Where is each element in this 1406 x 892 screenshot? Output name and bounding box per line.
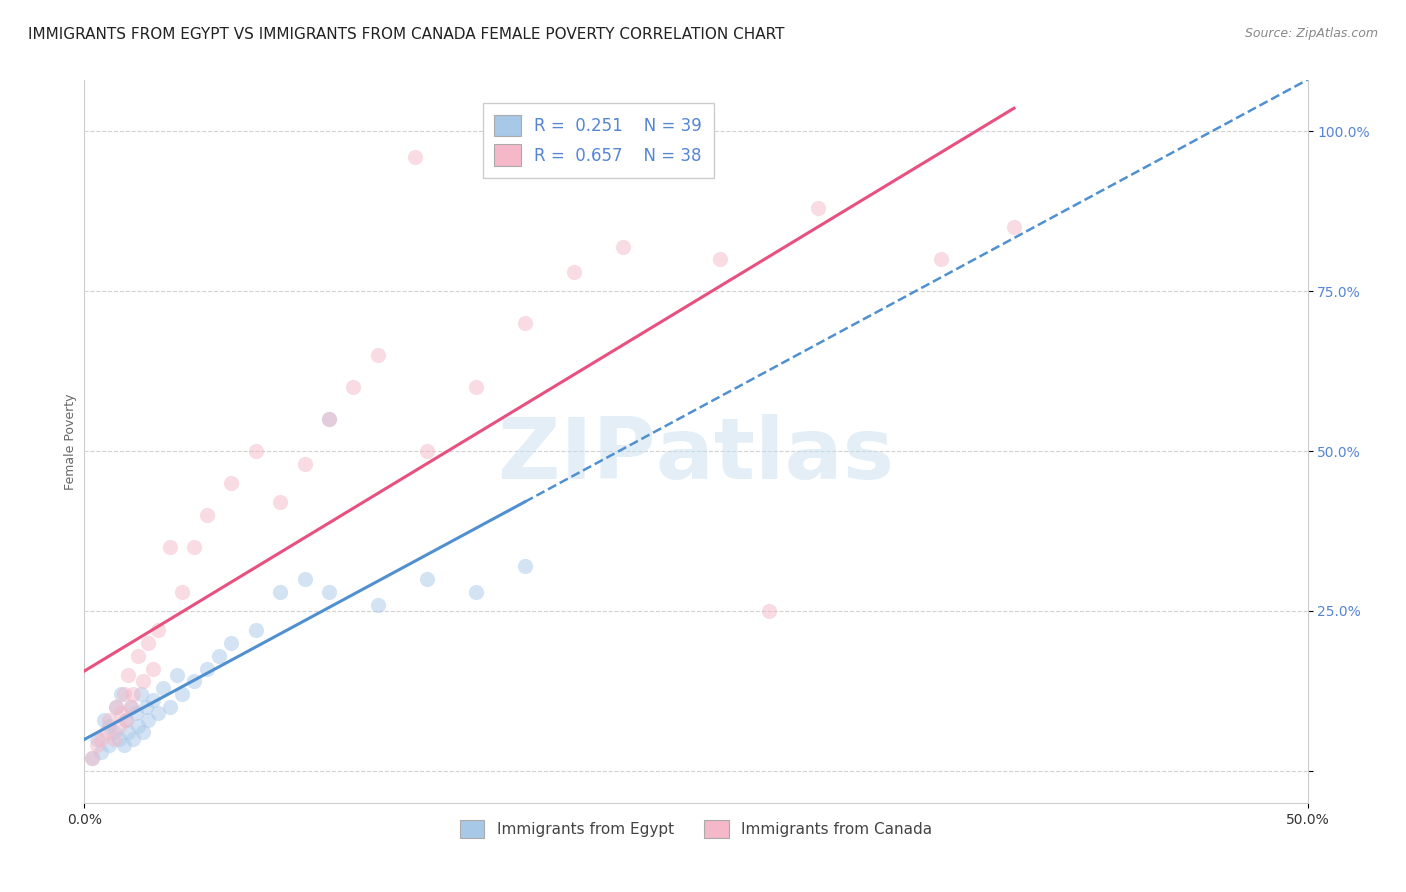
Point	[152, 681, 174, 695]
Point	[513, 559, 536, 574]
Point	[93, 713, 115, 727]
Point	[120, 699, 142, 714]
Point	[367, 348, 389, 362]
Point	[142, 693, 165, 707]
Point	[105, 699, 128, 714]
Point	[269, 495, 291, 509]
Point	[416, 444, 439, 458]
Point	[122, 687, 145, 701]
Point	[97, 713, 120, 727]
Point	[110, 687, 132, 701]
Point	[294, 457, 316, 471]
Legend: Immigrants from Egypt, Immigrants from Canada: Immigrants from Egypt, Immigrants from C…	[453, 813, 939, 846]
Point	[416, 572, 439, 586]
Point	[142, 661, 165, 675]
Point	[513, 316, 536, 330]
Point	[132, 725, 155, 739]
Point	[127, 719, 149, 733]
Point	[219, 476, 242, 491]
Point	[115, 713, 138, 727]
Point	[807, 201, 830, 215]
Point	[219, 636, 242, 650]
Point	[929, 252, 952, 267]
Point	[97, 738, 120, 752]
Point	[96, 725, 118, 739]
Point	[125, 706, 148, 721]
Point	[146, 623, 169, 637]
Point	[86, 731, 108, 746]
Text: IMMIGRANTS FROM EGYPT VS IMMIGRANTS FROM CANADA FEMALE POVERTY CORRELATION CHART: IMMIGRANTS FROM EGYPT VS IMMIGRANTS FROM…	[28, 27, 785, 42]
Point	[172, 584, 194, 599]
Point	[105, 699, 128, 714]
Point	[208, 648, 231, 663]
Point	[132, 674, 155, 689]
Point	[107, 731, 129, 746]
Point	[86, 738, 108, 752]
Point	[404, 150, 426, 164]
Point	[464, 380, 486, 394]
Point	[464, 584, 486, 599]
Point	[90, 745, 112, 759]
Point	[709, 252, 731, 267]
Point	[318, 584, 340, 599]
Point	[112, 738, 135, 752]
Point	[103, 725, 125, 739]
Point	[112, 687, 135, 701]
Point	[117, 668, 139, 682]
Point	[172, 687, 194, 701]
Point	[110, 706, 132, 721]
Point	[758, 604, 780, 618]
Point	[195, 661, 218, 675]
Point	[90, 731, 112, 746]
Point	[115, 713, 138, 727]
Point	[103, 731, 125, 746]
Point	[107, 719, 129, 733]
Point	[612, 239, 634, 253]
Point	[120, 699, 142, 714]
Point	[159, 699, 181, 714]
Point	[1002, 220, 1025, 235]
Point	[80, 751, 103, 765]
Point	[367, 598, 389, 612]
Point	[195, 508, 218, 522]
Point	[136, 636, 159, 650]
Point	[342, 380, 364, 394]
Point	[318, 412, 340, 426]
Point	[245, 444, 267, 458]
Point	[159, 540, 181, 554]
Point	[80, 751, 103, 765]
Point	[129, 687, 152, 701]
Point	[183, 674, 205, 689]
Point	[136, 713, 159, 727]
Point	[117, 725, 139, 739]
Point	[183, 540, 205, 554]
Point	[127, 648, 149, 663]
Point	[122, 731, 145, 746]
Point	[135, 699, 157, 714]
Point	[269, 584, 291, 599]
Point	[166, 668, 188, 682]
Text: Source: ZipAtlas.com: Source: ZipAtlas.com	[1244, 27, 1378, 40]
Point	[294, 572, 316, 586]
Point	[97, 719, 120, 733]
Point	[562, 265, 585, 279]
Text: ZIP​atlas: ZIP​atlas	[498, 415, 894, 498]
Point	[146, 706, 169, 721]
Y-axis label: Female Poverty: Female Poverty	[65, 393, 77, 490]
Point	[318, 412, 340, 426]
Point	[245, 623, 267, 637]
